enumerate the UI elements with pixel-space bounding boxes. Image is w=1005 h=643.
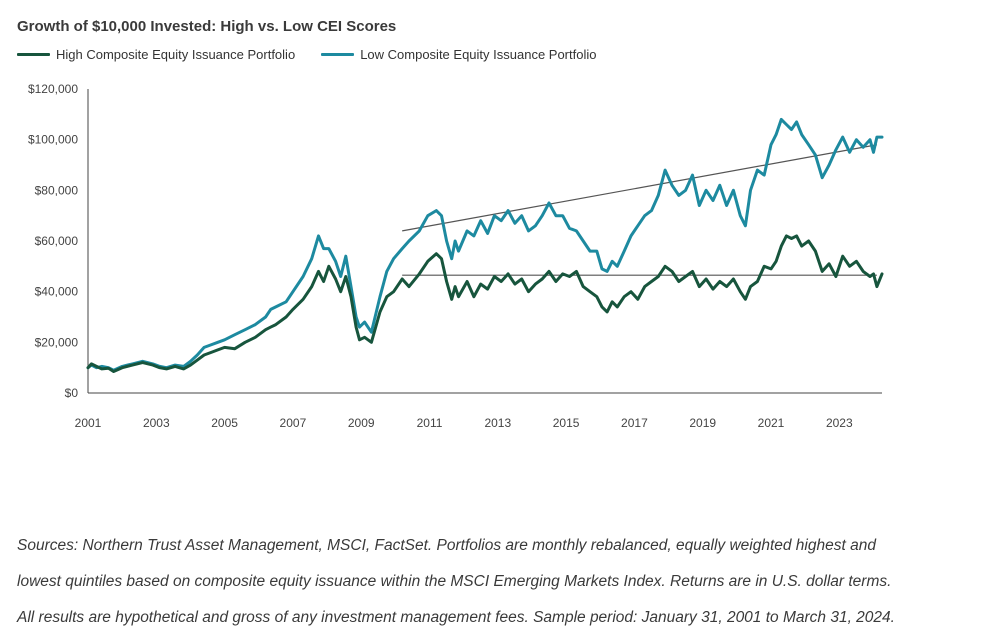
series-line-high	[86, 234, 884, 373]
x-tick-label: 2023	[826, 416, 853, 430]
y-tick-label: $120,000	[28, 82, 78, 96]
x-tick-label: 2003	[143, 416, 170, 430]
x-tick-label: 2011	[417, 416, 443, 430]
y-tick-label: $20,000	[35, 335, 79, 349]
legend-label-high: High Composite Equity Issuance Portfolio	[56, 47, 296, 62]
x-tick-label: 2021	[758, 416, 785, 430]
legend-swatch-high	[17, 53, 50, 56]
trendlines	[402, 144, 877, 276]
axes: $0 $20,000 $40,000 $60,000 $80,000 $100,000 $1…	[28, 82, 882, 430]
y-tick-label: $100,000	[28, 133, 78, 147]
x-tick-label: 2017	[621, 416, 648, 430]
sources-line-1: Sources: Northern Trust Asset Management…	[17, 537, 876, 554]
y-tick-label: $60,000	[35, 234, 79, 248]
x-tick-label: 2007	[280, 416, 307, 430]
series-line-low	[86, 117, 884, 372]
series-lines	[86, 117, 884, 373]
chart-title: Growth of $10,000 Invested: High vs. Low…	[17, 18, 397, 35]
legend-label-low: Low Composite Equity Issuance Portfolio	[360, 47, 597, 62]
x-tick-label: 2001	[75, 416, 102, 430]
y-tick-label: $0	[65, 386, 79, 400]
x-tick-label: 2015	[553, 416, 580, 430]
x-tick-label: 2005	[211, 416, 238, 430]
x-tick-label: 2013	[484, 416, 511, 430]
sources-line-3: All results are hypothetical and gross o…	[17, 609, 895, 626]
sources-line-2: lowest quintiles based on composite equi…	[17, 573, 892, 590]
sources-note: Sources: Northern Trust Asset Management…	[17, 528, 992, 636]
chart-legend: High Composite Equity Issuance Portfolio…	[17, 47, 596, 62]
x-tick-label: 2019	[689, 416, 716, 430]
legend-item-low: Low Composite Equity Issuance Portfolio	[321, 47, 596, 62]
legend-swatch-low	[321, 53, 355, 56]
trendline-1	[402, 144, 877, 232]
legend-item-high: High Composite Equity Issuance Portfolio	[17, 47, 295, 62]
y-tick-label: $80,000	[35, 183, 79, 197]
y-tick-label: $40,000	[35, 285, 79, 299]
x-tick-label: 2009	[348, 416, 375, 430]
